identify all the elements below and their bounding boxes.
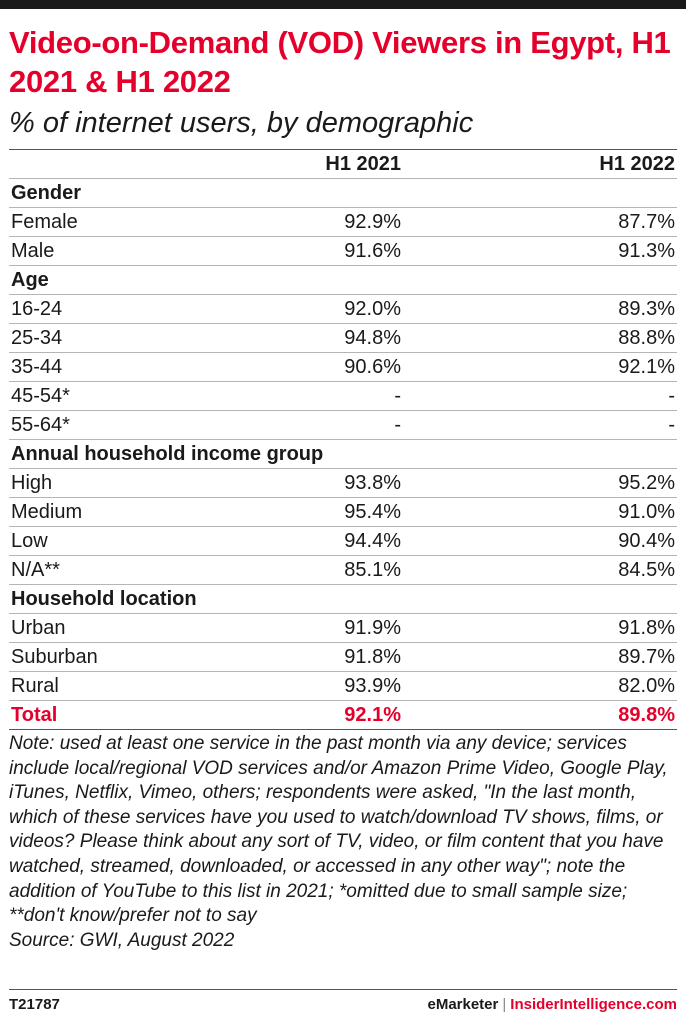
- value-h1-2022: 91.3%: [403, 236, 677, 266]
- chart-note: Note: used at least one service in the p…: [9, 732, 677, 953]
- table-row: Low 94.4% 90.4%: [9, 526, 677, 556]
- source-text: Source: GWI, August 2022: [9, 929, 235, 951]
- value-h1-2022: -: [403, 381, 677, 411]
- table-row: 45-54* - -: [9, 381, 677, 411]
- row-label: Female: [9, 207, 259, 237]
- row-label: 55-64*: [9, 410, 259, 440]
- column-header-h1-2022: H1 2022: [403, 149, 677, 179]
- group-label: Household location: [9, 584, 677, 614]
- total-h1-2021: 92.1%: [259, 700, 403, 730]
- value-h1-2021: 93.9%: [259, 671, 403, 701]
- row-label: High: [9, 468, 259, 498]
- table-row: Female 92.9% 87.7%: [9, 207, 677, 237]
- total-label: Total: [9, 700, 259, 730]
- value-h1-2022: 92.1%: [403, 352, 677, 382]
- value-h1-2021: 85.1%: [259, 555, 403, 585]
- value-h1-2022: 91.8%: [403, 613, 677, 643]
- table-row: 35-44 90.6% 92.1%: [9, 352, 677, 382]
- group-header-row: Annual household income group: [9, 439, 677, 469]
- value-h1-2021: 91.8%: [259, 642, 403, 672]
- group-header-row: Age: [9, 265, 677, 295]
- chart-title: Video-on-Demand (VOD) Viewers in Egypt, …: [9, 25, 671, 99]
- table-row: 25-34 94.8% 88.8%: [9, 323, 677, 353]
- brand: eMarketer | InsiderIntelligence.com: [427, 996, 677, 1013]
- group-label: Age: [9, 265, 677, 295]
- table-row: Medium 95.4% 91.0%: [9, 497, 677, 527]
- value-h1-2022: 91.0%: [403, 497, 677, 527]
- table-row: Suburban 91.8% 89.7%: [9, 642, 677, 672]
- row-label: Urban: [9, 613, 259, 643]
- value-h1-2021: 91.9%: [259, 613, 403, 643]
- brand-insider-intelligence: InsiderIntelligence.com: [510, 996, 677, 1013]
- value-h1-2021: 92.9%: [259, 207, 403, 237]
- note-text: Note: used at least one service in the p…: [9, 733, 668, 927]
- brand-emarketer: eMarketer: [427, 996, 499, 1013]
- header-row: H1 2021 H1 2022: [9, 149, 677, 179]
- row-label: 25-34: [9, 323, 259, 353]
- table-row: Male 91.6% 91.3%: [9, 236, 677, 266]
- table-body: Gender Female 92.9% 87.7% Male 91.6% 91.3% Age 1…: [9, 178, 677, 730]
- value-h1-2021: 94.8%: [259, 323, 403, 353]
- row-label: Rural: [9, 671, 259, 701]
- value-h1-2022: 84.5%: [403, 555, 677, 585]
- row-label: 16-24: [9, 294, 259, 324]
- value-h1-2021: 92.0%: [259, 294, 403, 324]
- value-h1-2021: 93.8%: [259, 468, 403, 498]
- value-h1-2021: 94.4%: [259, 526, 403, 556]
- value-h1-2022: -: [403, 410, 677, 440]
- brand-separator: |: [502, 996, 507, 1013]
- row-label: Male: [9, 236, 259, 266]
- value-h1-2022: 88.8%: [403, 323, 677, 353]
- column-header-h1-2021: H1 2021: [259, 149, 403, 179]
- value-h1-2022: 89.3%: [403, 294, 677, 324]
- total-h1-2022: 89.8%: [403, 700, 677, 730]
- value-h1-2022: 89.7%: [403, 642, 677, 672]
- chart-subtitle: % of internet users, by demographic: [9, 107, 474, 139]
- value-h1-2021: -: [259, 410, 403, 440]
- value-h1-2022: 87.7%: [403, 207, 677, 237]
- chart-id: T21787: [9, 996, 60, 1013]
- top-bar: [0, 0, 686, 9]
- group-header-row: Household location: [9, 584, 677, 614]
- group-label: Annual household income group: [9, 439, 677, 469]
- row-label: 35-44: [9, 352, 259, 382]
- table-row: Urban 91.9% 91.8%: [9, 613, 677, 643]
- table-row: Rural 93.9% 82.0%: [9, 671, 677, 701]
- footer: T21787 eMarketer | InsiderIntelligence.com: [9, 989, 677, 1016]
- value-h1-2021: 90.6%: [259, 352, 403, 382]
- table-row: 16-24 92.0% 89.3%: [9, 294, 677, 324]
- value-h1-2021: 95.4%: [259, 497, 403, 527]
- row-label: Medium: [9, 497, 259, 527]
- value-h1-2022: 95.2%: [403, 468, 677, 498]
- header-label-cell: [9, 149, 259, 179]
- total-row: Total 92.1% 89.8%: [9, 700, 677, 730]
- row-label: 45-54*: [9, 381, 259, 411]
- group-label: Gender: [9, 178, 677, 208]
- row-label: N/A**: [9, 555, 259, 585]
- group-header-row: Gender: [9, 178, 677, 208]
- value-h1-2021: 91.6%: [259, 236, 403, 266]
- table-row: N/A** 85.1% 84.5%: [9, 555, 677, 585]
- value-h1-2022: 90.4%: [403, 526, 677, 556]
- row-label: Suburban: [9, 642, 259, 672]
- table-row: 55-64* - -: [9, 410, 677, 440]
- row-label: Low: [9, 526, 259, 556]
- data-table: H1 2021 H1 2022 Gender Female 92.9% 87.7% Ma…: [9, 149, 677, 730]
- value-h1-2021: -: [259, 381, 403, 411]
- value-h1-2022: 82.0%: [403, 671, 677, 701]
- table-row: High 93.8% 95.2%: [9, 468, 677, 498]
